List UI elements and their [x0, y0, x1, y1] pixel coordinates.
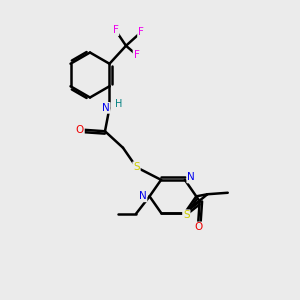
Text: N: N — [102, 103, 110, 113]
Text: S: S — [183, 210, 190, 220]
Text: O: O — [76, 125, 84, 135]
Text: F: F — [134, 50, 140, 60]
Text: F: F — [138, 27, 144, 37]
Text: S: S — [133, 162, 140, 172]
Text: N: N — [187, 172, 195, 182]
Text: O: O — [194, 222, 202, 233]
Text: N: N — [139, 191, 146, 201]
Text: H: H — [116, 99, 123, 109]
Text: F: F — [112, 25, 118, 35]
